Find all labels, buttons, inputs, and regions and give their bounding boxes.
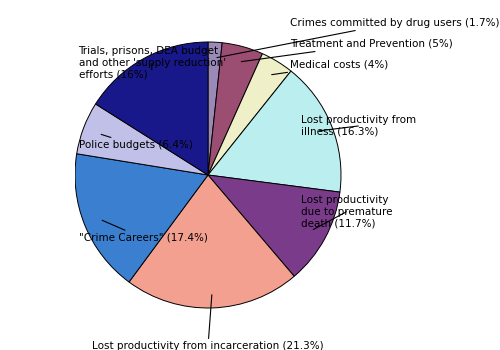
Wedge shape <box>96 42 208 175</box>
Text: Lost productivity from incarceration (21.3%): Lost productivity from incarceration (21… <box>92 295 324 350</box>
Wedge shape <box>208 175 340 276</box>
Text: Lost productivity
due to premature
death (11.7%): Lost productivity due to premature death… <box>301 195 392 230</box>
Text: Lost productivity from
illness (16.3%): Lost productivity from illness (16.3%) <box>301 115 416 137</box>
Text: Treatment and Prevention (5%): Treatment and Prevention (5%) <box>242 39 453 62</box>
Wedge shape <box>208 43 262 175</box>
Text: Medical costs (4%): Medical costs (4%) <box>272 60 388 75</box>
Text: Police budgets (6.4%): Police budgets (6.4%) <box>78 134 192 150</box>
Wedge shape <box>75 154 208 282</box>
Text: Trials, prisons, DEA budget
and other 'supply reduction'
efforts (16%): Trials, prisons, DEA budget and other 's… <box>78 47 226 79</box>
Wedge shape <box>129 175 294 308</box>
Wedge shape <box>76 104 208 175</box>
Text: Crimes committed by drug users (1.7%): Crimes committed by drug users (1.7%) <box>217 18 500 58</box>
Text: "Crime Careers" (17.4%): "Crime Careers" (17.4%) <box>78 220 208 243</box>
Wedge shape <box>208 42 222 175</box>
Wedge shape <box>208 71 341 192</box>
Wedge shape <box>208 54 291 175</box>
